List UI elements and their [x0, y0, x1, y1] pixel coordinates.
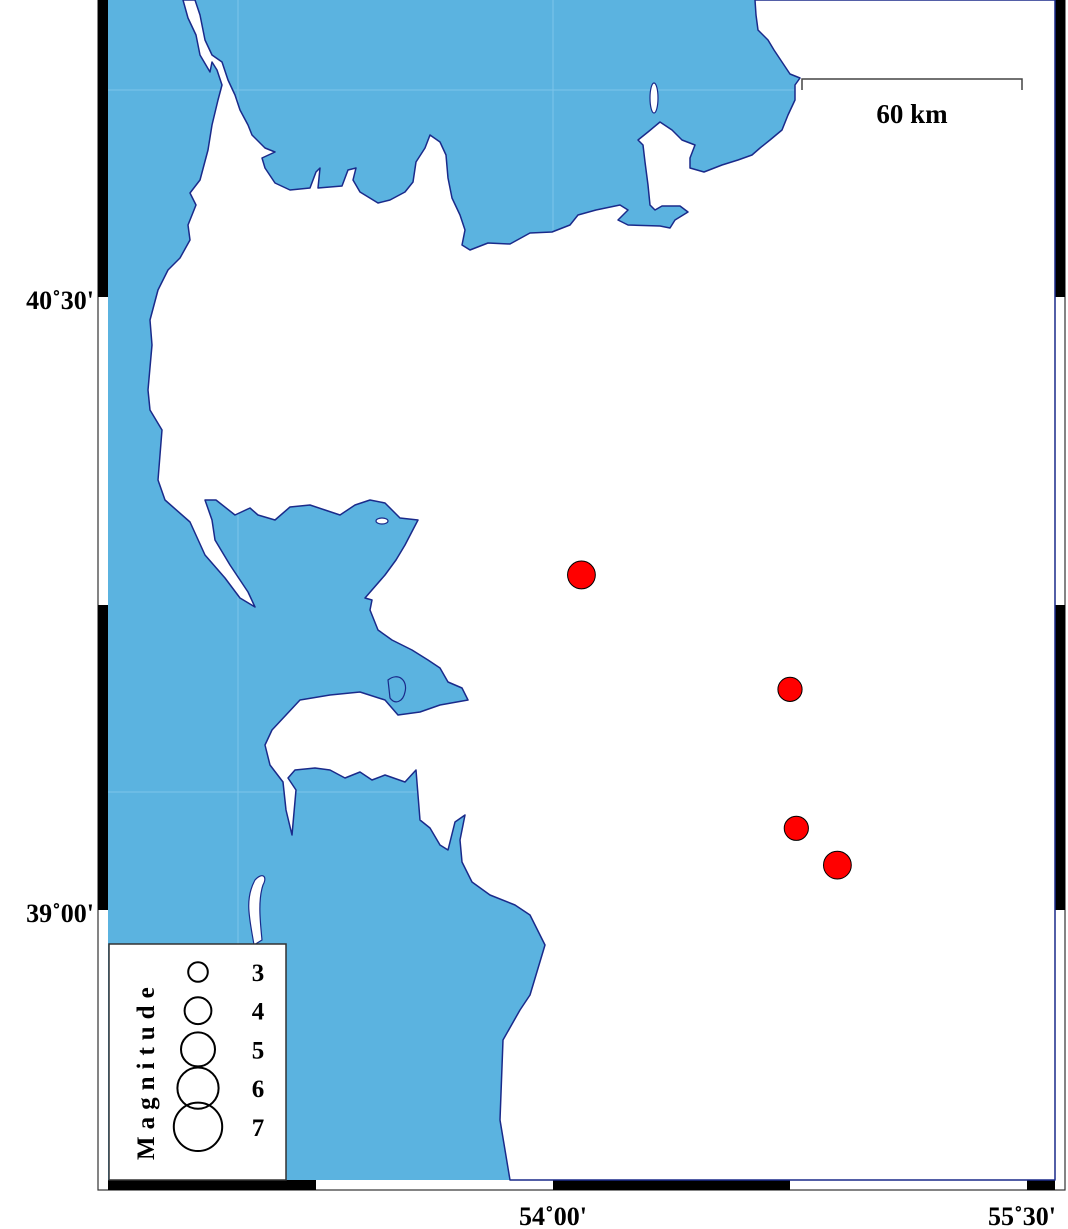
legend-label: 6: [252, 1076, 265, 1103]
legend-circle: [172, 1101, 224, 1153]
frame-segment: [1027, 1180, 1055, 1190]
axis-labels: 40˚30' 39˚00' 54˚00' 55˚30': [26, 286, 1056, 1229]
lon-label: 55˚30': [988, 1202, 1056, 1229]
legend-box: [108, 943, 287, 1181]
frame-segment: [108, 1180, 316, 1190]
frame-segment: [98, 0, 108, 297]
earthquake-events: [567, 560, 852, 880]
earthquake-event[interactable]: [823, 850, 852, 880]
earthquake-event[interactable]: [567, 560, 596, 590]
scale-bar-label: 60 km: [876, 99, 948, 129]
legend-label: 3: [252, 960, 265, 987]
sea-caspian: [147, 0, 1056, 1181]
scale-bar-line: [801, 78, 1023, 90]
frame-segment: [98, 605, 108, 910]
legend-circle: [176, 1066, 220, 1110]
legend-circle: [183, 996, 213, 1026]
lake: [375, 517, 389, 525]
frame-segment: [553, 1180, 790, 1190]
lake: [649, 82, 659, 114]
scale-bar: 60 km: [801, 78, 1023, 129]
legend-label: 5: [252, 1037, 265, 1064]
legend-title: Magnitude: [133, 980, 160, 1160]
earthquake-event[interactable]: [783, 815, 809, 841]
legend-label: 7: [252, 1115, 265, 1142]
legend-circle: [180, 1031, 216, 1068]
lat-label: 40˚30': [26, 286, 94, 315]
legend-label: 4: [252, 999, 265, 1026]
lat-label: 39˚00': [26, 899, 94, 928]
legend-items: 3 4 5 6 7: [172, 960, 265, 1153]
frame-segment: [1055, 0, 1065, 297]
frame-segment: [1055, 605, 1065, 910]
legend: Magnitude 3 4 5 6 7: [108, 943, 287, 1181]
coastal-inlet: [248, 875, 266, 946]
legend-circle: [187, 961, 209, 983]
earthquake-event[interactable]: [777, 676, 803, 702]
lon-label: 54˚00': [519, 1202, 587, 1229]
island: [387, 676, 407, 703]
